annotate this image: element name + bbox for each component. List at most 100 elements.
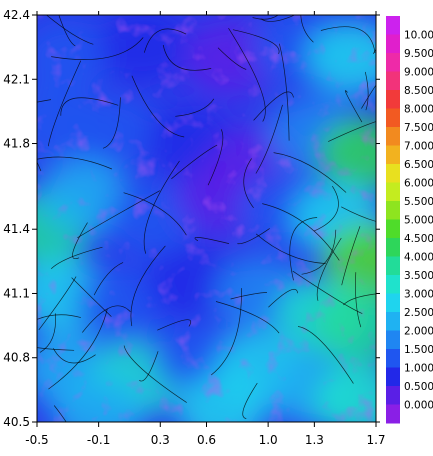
colorbar-label: 8.500	[404, 85, 433, 97]
colorbar-swatch	[386, 386, 400, 405]
streamline	[243, 158, 254, 209]
streamline	[273, 152, 347, 193]
colorbar-swatch	[386, 16, 400, 35]
streamline	[255, 233, 326, 264]
colorbar-swatch	[386, 312, 400, 331]
colorbar-swatch	[386, 108, 400, 128]
y-tick-label: 40.8	[3, 351, 30, 365]
colorbar-label: 10.00	[404, 30, 433, 42]
streamline	[52, 348, 96, 364]
colorbar-swatch	[386, 367, 400, 387]
streamline	[341, 206, 376, 222]
streamline	[123, 345, 187, 403]
streamline	[301, 229, 337, 275]
x-tick-label: 0.6	[197, 433, 216, 447]
x-tick-label: 1.7	[366, 433, 385, 447]
streamline	[215, 301, 280, 334]
streamline	[139, 351, 159, 382]
streamline	[72, 222, 88, 260]
streamline	[194, 237, 230, 244]
colorbar-label: 1.000	[404, 363, 433, 375]
colorbar-swatch	[386, 293, 400, 313]
streamline	[123, 192, 187, 236]
streamline	[255, 104, 283, 174]
streamline	[361, 84, 376, 109]
colorbar-label: 3.000	[404, 289, 433, 301]
streamline	[48, 308, 108, 390]
y-tick-label: 42.4	[3, 8, 30, 22]
colorbar-label: 0.000	[404, 400, 433, 412]
x-tick-label: -0.5	[25, 433, 48, 447]
colorbar-swatch	[386, 275, 400, 294]
colorbar-swatch	[386, 164, 400, 183]
streamline	[207, 129, 224, 186]
streamline	[279, 43, 290, 141]
colorbar-label: 9.000	[404, 67, 433, 79]
colorbar-swatch	[386, 330, 400, 350]
streamline	[130, 245, 166, 327]
streamline	[37, 156, 113, 170]
streamline	[143, 160, 180, 254]
streamline	[313, 185, 339, 232]
colorbar-label: 8.000	[404, 104, 433, 116]
colorbar-label: 4.500	[404, 233, 433, 245]
x-tick-label: 0.3	[151, 433, 170, 447]
streamline	[364, 71, 369, 111]
heatmap-texture	[37, 15, 376, 422]
colorbar-label: 2.500	[404, 307, 433, 319]
streamline	[47, 60, 82, 147]
streamline	[175, 98, 215, 117]
streamline	[260, 15, 296, 22]
colorbar-swatch	[386, 238, 400, 257]
streamline	[82, 305, 131, 333]
streamline	[232, 29, 280, 55]
streamline	[77, 190, 160, 239]
colorbar: 10.00 9.500 9.000 8.500 8.000 7.500 7.000 6.500…	[386, 16, 433, 424]
streamline	[316, 237, 342, 301]
streamlines	[37, 15, 376, 422]
colorbar-swatch	[386, 349, 400, 368]
streamline	[230, 292, 268, 300]
streamline	[341, 226, 361, 286]
colorbar-label: 6.500	[404, 159, 433, 171]
streamline	[242, 382, 258, 420]
y-axis: 40.5 40.8 41.1 41.4 41.8 42.1 42.4	[3, 8, 380, 429]
streamline	[355, 272, 362, 328]
streamline	[300, 15, 314, 43]
streamline	[262, 203, 340, 261]
y-tick-label: 41.4	[3, 222, 30, 236]
streamline	[51, 37, 144, 60]
streamline	[157, 319, 191, 331]
x-tick-label: 1.3	[305, 433, 324, 447]
streamline	[58, 15, 76, 47]
streamline	[50, 246, 103, 270]
streamline	[53, 405, 67, 422]
colorbar-label: 7.000	[404, 141, 433, 153]
streamline	[210, 288, 242, 376]
colorbar-label: 3.500	[404, 270, 433, 282]
plot-area	[36, 14, 377, 423]
colorbar-swatch	[386, 90, 400, 109]
streamline	[162, 44, 212, 71]
streamline	[38, 276, 77, 331]
colorbar-label: 4.000	[404, 252, 433, 264]
colorbar-swatch	[386, 404, 400, 424]
x-axis: -0.5 -0.1 0.3 0.6 1.0 1.3 1.7	[25, 11, 386, 447]
streamline	[37, 161, 42, 172]
streamline	[102, 97, 121, 149]
colorbar-swatch	[386, 182, 400, 202]
colorbar-label: 2.000	[404, 326, 433, 338]
streamline	[71, 277, 112, 317]
colorbar-label: 9.500	[404, 48, 433, 60]
colorbar-swatch	[386, 34, 400, 54]
streamline	[171, 144, 218, 180]
streamline	[297, 326, 354, 384]
streamline	[344, 90, 363, 123]
colorbar-swatch	[386, 201, 400, 220]
streamline	[289, 217, 318, 281]
colorbar-label: 0.500	[404, 381, 433, 393]
colorbar-label: 7.500	[404, 122, 433, 134]
streamline	[268, 289, 299, 308]
y-tick-label: 41.1	[3, 286, 30, 300]
